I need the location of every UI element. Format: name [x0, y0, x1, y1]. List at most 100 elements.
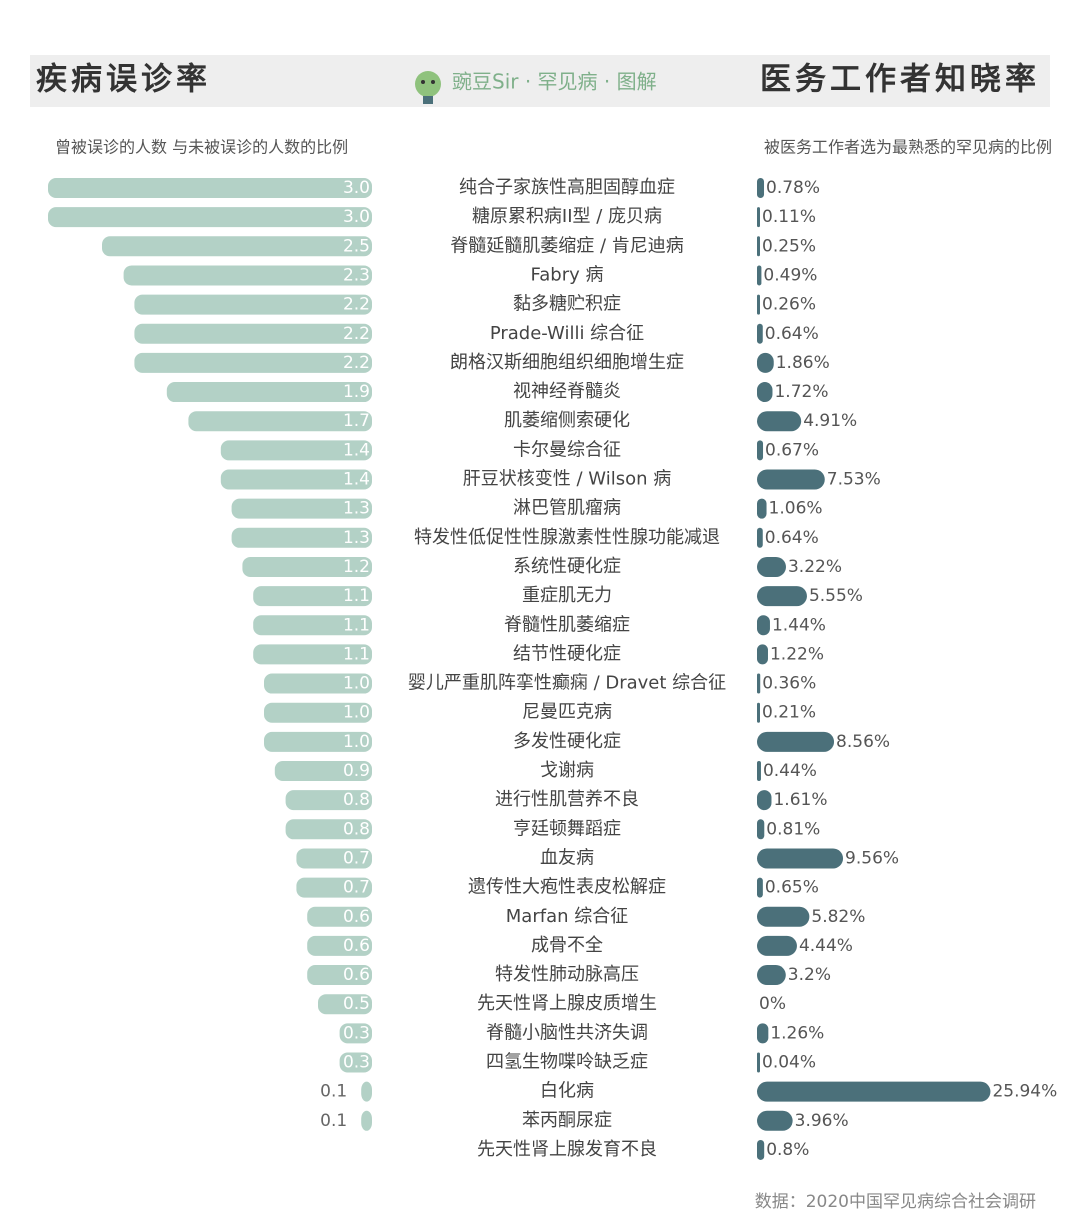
category-label: 血友病 [540, 847, 594, 868]
right-value-label: 0.67% [765, 440, 819, 460]
left-value-label: 0.8 [343, 819, 370, 839]
brand: 豌豆Sir · 罕见病 · 图解 [452, 70, 657, 94]
right-value-label: 3.96% [795, 1111, 849, 1131]
right-value-label: 0.64% [765, 324, 819, 344]
left-bar [307, 906, 372, 927]
right-bar [757, 965, 786, 986]
right-value-label: 0.81% [766, 819, 820, 839]
category-label: 先天性肾上腺皮质增生 [477, 993, 657, 1014]
right-bar [757, 790, 772, 811]
left-value-label: 0.6 [343, 907, 370, 927]
left-bar [253, 586, 372, 607]
category-label: 糖原累积病II型 / 庞贝病 [472, 206, 662, 227]
left-bar [296, 877, 372, 898]
left-bar [166, 382, 372, 403]
left-value-label: 2.2 [343, 353, 370, 373]
left-value-label: 1.2 [343, 557, 370, 577]
category-label: Prade-Willi 综合征 [490, 323, 644, 344]
right-value-label: 3.22% [788, 557, 842, 577]
left-value-label: 1.0 [343, 674, 370, 694]
left-bar [264, 731, 372, 752]
left-value-label: 1.9 [343, 382, 370, 402]
right-value-label: 1.26% [770, 1023, 824, 1043]
right-bar [757, 1052, 760, 1073]
left-bar [361, 1081, 372, 1102]
category-label: 结节性硬化症 [513, 643, 621, 664]
left-value-label: 0.3 [343, 1053, 370, 1073]
left-value-label: 0.1 [320, 1111, 347, 1131]
left-value-label: 1.4 [343, 440, 370, 460]
left-bar [188, 411, 372, 432]
left-value-label: 0.6 [343, 936, 370, 956]
left-bar [134, 352, 372, 373]
left-value-label: 1.1 [343, 586, 370, 606]
category-label: 视神经脊髓炎 [513, 381, 621, 402]
right-bar [757, 702, 760, 723]
right-value-label: 0.78% [766, 178, 820, 198]
left-bar [242, 556, 372, 577]
right-value-label: 1.72% [774, 382, 828, 402]
left-bar [220, 440, 372, 461]
right-bar [757, 265, 762, 286]
left-value-label: 2.5 [343, 236, 370, 256]
right-value-label: 7.53% [827, 470, 881, 490]
right-value-label: 1.22% [770, 644, 824, 664]
right-value-label: 1.06% [769, 499, 823, 519]
left-value-label: 1.1 [343, 644, 370, 664]
right-value-label: 0.11% [762, 207, 816, 227]
left-value-label: 0.7 [343, 848, 370, 868]
category-label: Fabry 病 [531, 264, 604, 285]
category-label: 白化病 [540, 1081, 594, 1102]
category-label: 卡尔曼综合征 [513, 439, 621, 460]
left-bar [134, 294, 372, 315]
category-label: 特发性肺动脉高压 [495, 964, 639, 985]
category-label: 遗传性大疱性表皮松解症 [468, 877, 666, 898]
category-label: 脊髓小脑性共济失调 [486, 1022, 648, 1043]
left-bar [274, 761, 372, 781]
category-label: 多发性硬化症 [513, 731, 621, 752]
right-bar [757, 411, 802, 432]
right-bar [757, 527, 763, 548]
right-value-label: 0.44% [763, 761, 817, 781]
right-bar [757, 877, 763, 898]
right-bar [757, 207, 760, 228]
category-label: 苯丙酮尿症 [522, 1110, 612, 1131]
category-label: Marfan 综合征 [506, 906, 628, 927]
left-bar [307, 935, 372, 956]
category-label: 脊髓性肌萎缩症 [504, 614, 630, 635]
right-bar [757, 906, 810, 927]
left-value-label: 1.7 [343, 411, 370, 431]
right-value-label: 4.91% [803, 411, 857, 431]
left-bar [296, 848, 372, 869]
left-value-label: 0.6 [343, 965, 370, 985]
left-bar [253, 644, 372, 665]
left-bar [253, 615, 372, 636]
category-label: 先天性肾上腺发育不良 [477, 1139, 657, 1160]
right-bar [757, 498, 767, 519]
right-bar [757, 848, 844, 869]
category-label: 黏多糖贮积症 [513, 294, 621, 315]
source: 数据：2020中国罕见病综合社会调研 [755, 1192, 1036, 1212]
left-title: 疾病误诊率 [36, 62, 211, 98]
left-value-label: 1.0 [343, 732, 370, 752]
right-bar [757, 556, 786, 577]
right-value-label: 1.61% [773, 790, 827, 810]
left-value-label: 2.2 [343, 324, 370, 344]
left-value-label: 1.1 [343, 615, 370, 635]
header-band [30, 55, 1050, 107]
right-bar [757, 1081, 991, 1102]
right-bar [757, 673, 761, 694]
right-value-label: 1.86% [776, 353, 830, 373]
right-value-label: 0.65% [765, 878, 819, 898]
right-value-label: 3.2% [788, 965, 831, 985]
left-value-label: 3.0 [343, 207, 370, 227]
left-bar [361, 1110, 372, 1131]
left-bar [339, 1023, 372, 1044]
left-bar [318, 994, 372, 1015]
left-value-label: 3.0 [343, 178, 370, 198]
category-label: 成骨不全 [531, 935, 603, 956]
category-label: 进行性肌营养不良 [495, 789, 639, 810]
right-bar [757, 819, 765, 840]
left-value-label: 0.7 [343, 878, 370, 898]
